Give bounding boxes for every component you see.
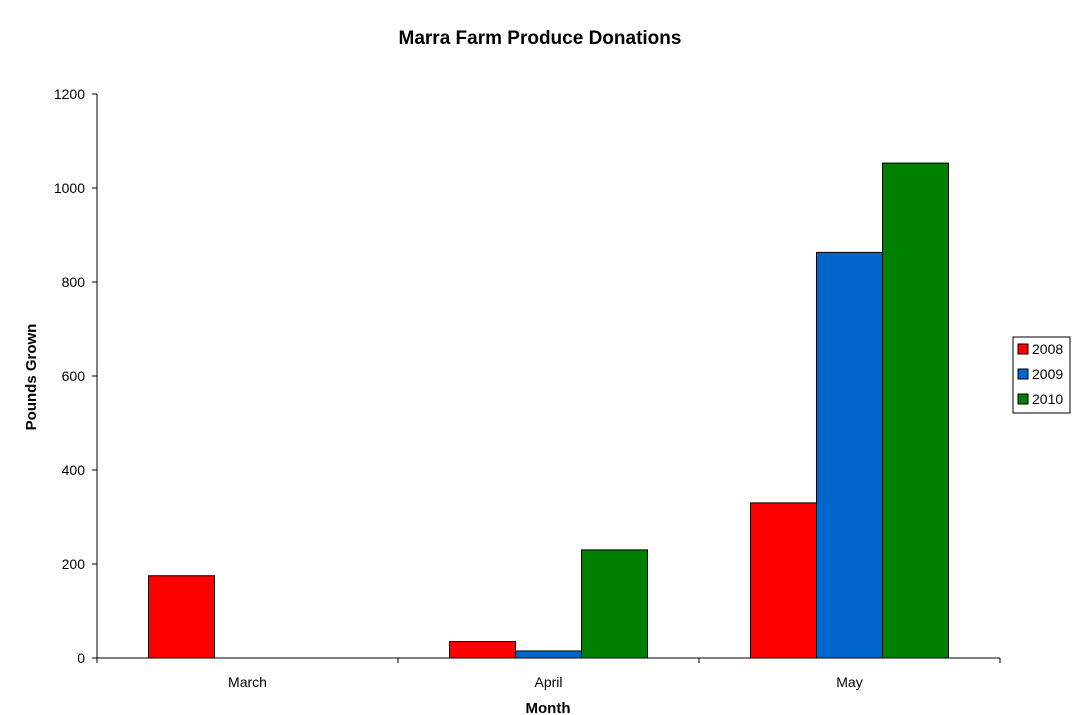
y-tick-label: 1200 [54,86,85,102]
y-tick-label: 0 [77,650,85,666]
axes-group: 0 200 400 600 800 1000 1200 March April May [54,86,1001,690]
bar-2009-may [816,251,883,659]
bars-group [148,162,949,659]
legend-swatch-2010 [1017,393,1029,405]
bar-2010-may [882,162,949,659]
legend-label-2008: 2008 [1032,341,1063,357]
x-tick-label: March [228,674,267,690]
legend-swatch-2009 [1017,368,1029,380]
y-tick-label: 1000 [54,180,85,196]
bar-2008-may [750,502,817,659]
chart-title: Marra Farm Produce Donations [399,28,682,49]
legend-swatch-2008 [1017,343,1029,355]
bar-2010-april [581,549,648,659]
legend: 2008 2009 2010 [1012,336,1071,414]
x-tick-label: May [836,674,862,690]
x-axis-label: Month [526,700,571,715]
x-tick-label: April [534,674,562,690]
bar-2008-march [148,575,215,659]
legend-label-2009: 2009 [1032,366,1063,382]
bar-2008-april [449,641,516,659]
y-tick-label: 400 [62,462,86,478]
legend-label-2010: 2010 [1032,391,1063,407]
y-axis-label: Pounds Grown [23,324,40,431]
y-tick-label: 600 [62,368,86,384]
y-tick-label: 200 [62,556,86,572]
bar-2009-april [515,650,582,659]
y-tick-label: 800 [62,274,86,290]
